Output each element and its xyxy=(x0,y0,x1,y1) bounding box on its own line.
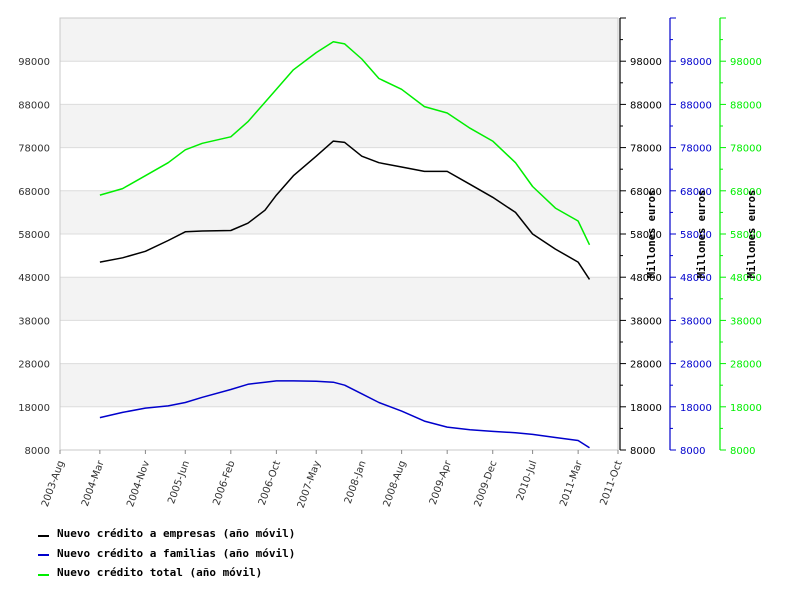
right-y-tick-label: 88000 xyxy=(630,100,662,111)
right-y-tick-label: 78000 xyxy=(630,144,662,155)
right-y-tick-label: 8000 xyxy=(630,446,655,457)
right-y-tick-label: 68000 xyxy=(630,187,662,198)
plot-band xyxy=(60,18,618,62)
x-tick-label: 2011-Oct xyxy=(599,459,625,507)
right-y-tick-label: 28000 xyxy=(630,360,662,371)
right-y-tick-label: 58000 xyxy=(630,230,662,241)
left-y-tick-label: 38000 xyxy=(18,316,50,327)
right-y-tick-label: 78000 xyxy=(680,144,712,155)
x-tick-label: 2009-Dec xyxy=(473,459,500,508)
right-y-axes: 8000 18000 28000 38000 48000 58000 68000 78000 8… xyxy=(619,17,762,457)
series-line-empresas xyxy=(99,140,591,280)
legend-swatch-total xyxy=(38,573,49,576)
series-lines xyxy=(99,41,591,449)
right-y-tick-label: 38000 xyxy=(630,316,662,327)
x-tick-label: 2006-Feb xyxy=(211,459,237,507)
legend-item-empresas: Nuevo crédito a empresas (año móvil) xyxy=(38,524,295,544)
x-tick-label: 2011-Mar xyxy=(558,458,585,508)
right-y-tick-label: 68000 xyxy=(730,187,762,198)
right-axis-title: Millones euros xyxy=(646,190,658,279)
x-tick-label: 2008-Aug xyxy=(382,459,409,508)
left-y-tick-label: 28000 xyxy=(18,360,50,371)
legend-label-familias: Nuevo crédito a familias (año móvil) xyxy=(57,546,296,560)
legend-swatch-familias xyxy=(38,554,49,557)
legend-swatch-empresas xyxy=(38,534,49,537)
series-line-total xyxy=(99,41,591,246)
right-y-tick-label: 48000 xyxy=(630,273,662,284)
left-y-tick-label: 78000 xyxy=(18,144,50,155)
plot-band xyxy=(60,363,618,407)
right-y-tick-label: 88000 xyxy=(680,100,712,111)
right-axis-title: Millones euros xyxy=(746,190,758,279)
left-y-tick-label: 98000 xyxy=(18,57,50,68)
right-y-tick-label: 48000 xyxy=(730,273,762,284)
plot-background xyxy=(60,18,618,407)
right-y-tick-label: 68000 xyxy=(680,187,712,198)
right-axis-title: Millones euros xyxy=(696,190,708,279)
left-y-tick-label: 18000 xyxy=(18,403,50,414)
plot-band xyxy=(60,277,618,321)
legend-item-total: Nuevo crédito total (año móvil) xyxy=(38,563,295,583)
x-tick-label: 2006-Oct xyxy=(257,459,283,507)
x-tick-label: 2005-Jun xyxy=(166,459,192,505)
right-axis-1: 8000 18000 28000 38000 48000 58000 68000 78000 8… xyxy=(619,17,662,457)
plot-band xyxy=(60,190,618,234)
series-line-familias xyxy=(99,380,590,449)
x-tick-label: 2009-Apr xyxy=(428,458,454,506)
left-y-tick-label: 8000 xyxy=(25,446,50,457)
x-tick-label: 2004-Nov xyxy=(125,459,152,508)
right-y-tick-label: 38000 xyxy=(730,316,762,327)
right-y-tick-label: 98000 xyxy=(730,57,762,68)
legend: Nuevo crédito a empresas (año móvil) Nue… xyxy=(38,524,295,583)
left-y-tick-label: 68000 xyxy=(18,187,50,198)
right-y-tick-label: 28000 xyxy=(730,360,762,371)
x-tick-label: 2008-Jan xyxy=(343,459,369,505)
x-axis: 2003-Aug 2004-Mar 2004-Nov 2005-Jun 2006-Feb… xyxy=(40,450,625,510)
right-y-tick-label: 58000 xyxy=(680,230,712,241)
right-y-tick-label: 8000 xyxy=(730,446,755,457)
x-tick-label: 2010-Jul xyxy=(515,459,540,502)
legend-label-total: Nuevo crédito total (año móvil) xyxy=(57,566,263,580)
left-y-tick-label: 58000 xyxy=(18,230,50,241)
right-y-tick-label: 18000 xyxy=(730,403,762,414)
right-y-tick-label: 98000 xyxy=(680,57,712,68)
right-y-tick-label: 78000 xyxy=(730,144,762,155)
left-y-tick-label: 88000 xyxy=(18,100,50,111)
legend-label-empresas: Nuevo crédito a empresas (año móvil) xyxy=(57,527,296,541)
right-y-tick-label: 88000 xyxy=(730,100,762,111)
right-y-tick-label: 58000 xyxy=(730,230,762,241)
right-y-tick-label: 38000 xyxy=(680,316,712,327)
right-y-tick-label: 18000 xyxy=(680,403,712,414)
right-y-tick-label: 28000 xyxy=(680,360,712,371)
right-axis-2: 8000 18000 28000 38000 48000 58000 68000 78000 8… xyxy=(669,17,712,457)
right-y-tick-label: 98000 xyxy=(630,57,662,68)
left-y-tick-label: 48000 xyxy=(18,273,50,284)
x-tick-label: 2003-Aug xyxy=(40,459,67,508)
x-tick-label: 2004-Mar xyxy=(80,458,107,508)
legend-item-familias: Nuevo crédito a familias (año móvil) xyxy=(38,544,295,564)
right-axis-3: 8000 18000 28000 38000 48000 58000 68000 78000 8… xyxy=(719,17,762,457)
right-y-tick-label: 18000 xyxy=(630,403,662,414)
plot-band xyxy=(60,104,618,148)
left-y-axis: 8000 18000 28000 38000 48000 58000 68000 78000 8… xyxy=(18,57,50,457)
plot-frame xyxy=(59,17,619,451)
x-tick-label: 2007-May xyxy=(296,459,323,510)
right-y-tick-label: 8000 xyxy=(680,446,705,457)
right-y-tick-label: 48000 xyxy=(680,273,712,284)
